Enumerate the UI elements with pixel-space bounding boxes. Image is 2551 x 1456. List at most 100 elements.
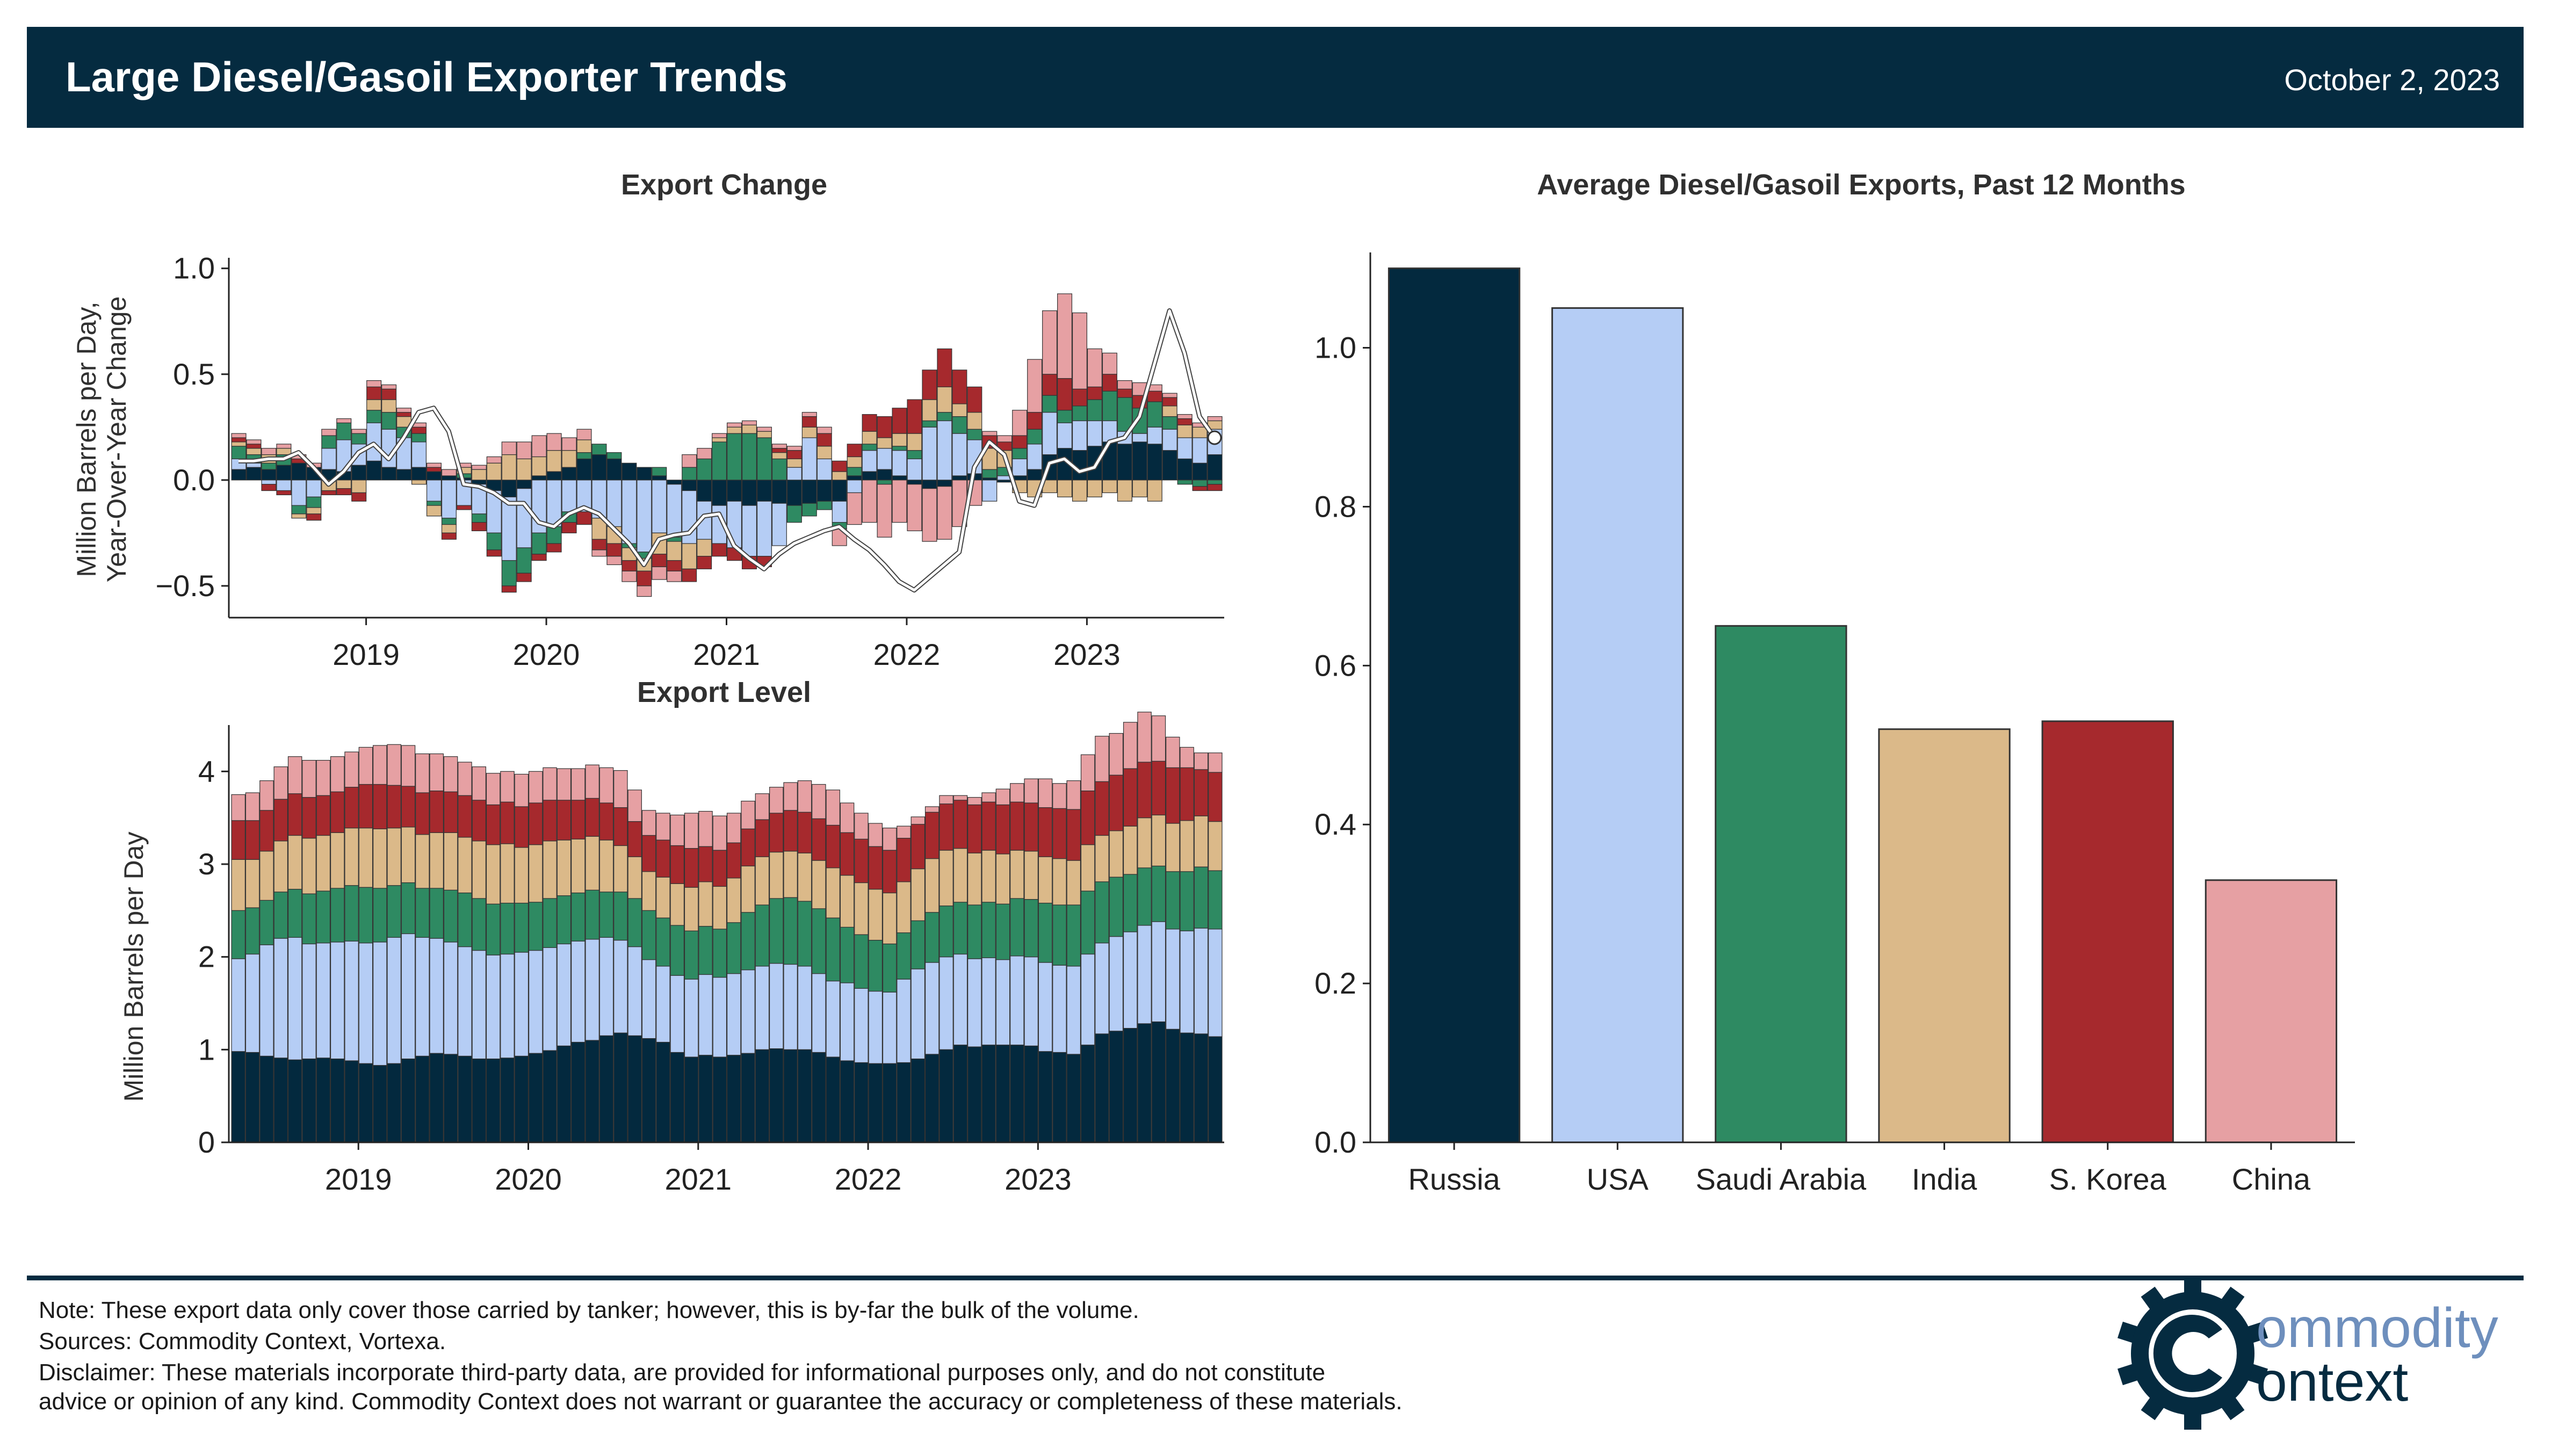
y-tick-label: 0.0 — [173, 463, 215, 497]
level-bar-s-korea — [826, 824, 840, 868]
change-bar-s-korea — [1117, 388, 1132, 398]
level-bar-usa — [769, 963, 784, 1049]
change-bar-china — [1207, 416, 1223, 422]
level-bar-usa — [458, 946, 472, 1057]
level-bar-china — [1095, 736, 1109, 782]
change-bar-saudi-arabia — [546, 526, 562, 544]
level-bar-usa — [1123, 931, 1138, 1029]
level-bar-china — [302, 760, 316, 798]
change-bar-saudi-arabia — [756, 437, 772, 481]
change-bar-saudi-arabia — [1192, 480, 1208, 487]
level-bar-s-korea — [1080, 790, 1095, 845]
y-tick-label: 3 — [198, 847, 215, 881]
level-bar-russia — [472, 1058, 487, 1143]
change-bar-india — [501, 454, 517, 481]
level-bar-russia — [1151, 1021, 1166, 1143]
level-bar-china — [415, 753, 430, 793]
y-tick-label: 1.0 — [1314, 331, 1356, 365]
level-bar-usa — [712, 977, 727, 1057]
level-bar-china — [854, 813, 869, 839]
level-bar-s-korea — [1038, 807, 1053, 857]
level-bar-saudi-arabia — [939, 906, 953, 958]
level-bar-india — [1080, 844, 1095, 892]
change-bar-russia — [816, 480, 832, 502]
change-bar-saudi-arabia — [441, 518, 457, 525]
change-bar-s-korea — [1147, 390, 1162, 402]
level-bar-saudi-arabia — [1151, 865, 1166, 922]
change-bar-s-korea — [321, 490, 337, 496]
level-bar-s-korea — [1123, 768, 1138, 827]
change-bar-china — [907, 484, 922, 532]
change-bar-china — [1072, 312, 1088, 389]
change-bar-china — [441, 469, 457, 476]
change-bar-china — [426, 462, 442, 468]
change-bar-india — [441, 524, 457, 533]
change-bar-china — [786, 446, 802, 451]
level-bar-china — [486, 773, 501, 806]
avg-bar-usa — [1551, 307, 1684, 1143]
change-bar-s-korea — [1162, 397, 1177, 407]
level-bar-usa — [613, 939, 628, 1033]
level-bar-india — [967, 852, 982, 906]
level-bar-s-korea — [953, 800, 968, 849]
change-bar-india — [922, 399, 937, 422]
change-bar-india — [952, 403, 967, 417]
change-bar-usa — [441, 480, 457, 519]
level-bar-usa — [670, 975, 685, 1053]
level-bar-s-korea — [854, 838, 869, 883]
change-bar-usa — [862, 450, 877, 472]
level-bar-russia — [245, 1052, 260, 1143]
level-bar-saudi-arabia — [472, 898, 487, 951]
change-bar-saudi-arabia — [486, 532, 502, 550]
level-bar-china — [543, 767, 557, 801]
level-bar-russia — [415, 1055, 430, 1143]
change-bar-usa — [741, 505, 757, 557]
change-bar-usa — [877, 448, 892, 470]
change-bar-russia — [231, 469, 247, 481]
level-bar-usa — [1010, 955, 1024, 1046]
change-bar-usa — [922, 426, 937, 481]
change-bar-russia — [771, 480, 787, 504]
level-bar-usa — [1052, 965, 1067, 1053]
change-bar-saudi-arabia — [1207, 480, 1223, 485]
change-bar-saudi-arabia — [727, 433, 742, 481]
change-bar-china — [816, 426, 832, 434]
change-bar-s-korea — [531, 554, 547, 561]
header-bar: Large Diesel/Gasoil Exporter Trends Octo… — [27, 27, 2524, 128]
level-bar-india — [797, 852, 812, 902]
level-bar-s-korea — [1137, 762, 1152, 818]
level-bar-s-korea — [443, 791, 458, 833]
level-bar-india — [358, 828, 373, 888]
change-bar-india — [1072, 480, 1088, 502]
export-change-chart: Export Change Million Barrels per Day, Y… — [71, 169, 1224, 671]
change-bar-russia — [411, 467, 427, 481]
level-bar-s-korea — [939, 803, 953, 851]
change-bar-saudi-arabia — [682, 467, 697, 481]
change-bar-saudi-arabia — [907, 450, 922, 460]
change-bar-india — [1162, 405, 1177, 417]
avg-bar-russia — [1387, 267, 1521, 1143]
level-bar-usa — [1137, 925, 1152, 1024]
level-bar-india — [486, 844, 501, 904]
level-bar-usa — [330, 941, 345, 1060]
change-bar-usa — [426, 480, 442, 502]
change-bar-china — [697, 448, 712, 460]
level-bar-china — [656, 813, 670, 841]
level-bar-saudi-arabia — [543, 898, 557, 948]
export-level-ylabel: Million Barrels per Day — [119, 832, 149, 1102]
level-bar-saudi-arabia — [302, 893, 316, 945]
avg-bar-china — [2205, 879, 2338, 1143]
x-tick-label-saudi-arabia: Saudi Arabia — [1696, 1162, 1867, 1196]
change-bar-china — [801, 412, 817, 417]
level-bar-russia — [1010, 1045, 1024, 1143]
level-bar-russia — [373, 1065, 387, 1143]
level-bar-saudi-arabia — [1095, 881, 1109, 944]
level-bar-saudi-arabia — [995, 903, 1010, 960]
change-bar-usa — [516, 488, 532, 548]
footer-disclaimer-line2: advice or opinion of any kind. Commodity… — [39, 1388, 1403, 1415]
level-bar-russia — [995, 1045, 1010, 1143]
change-bar-russia — [426, 471, 442, 481]
change-bar-india — [591, 518, 607, 540]
level-bar-china — [1123, 722, 1138, 769]
level-bar-s-korea — [1095, 781, 1109, 836]
